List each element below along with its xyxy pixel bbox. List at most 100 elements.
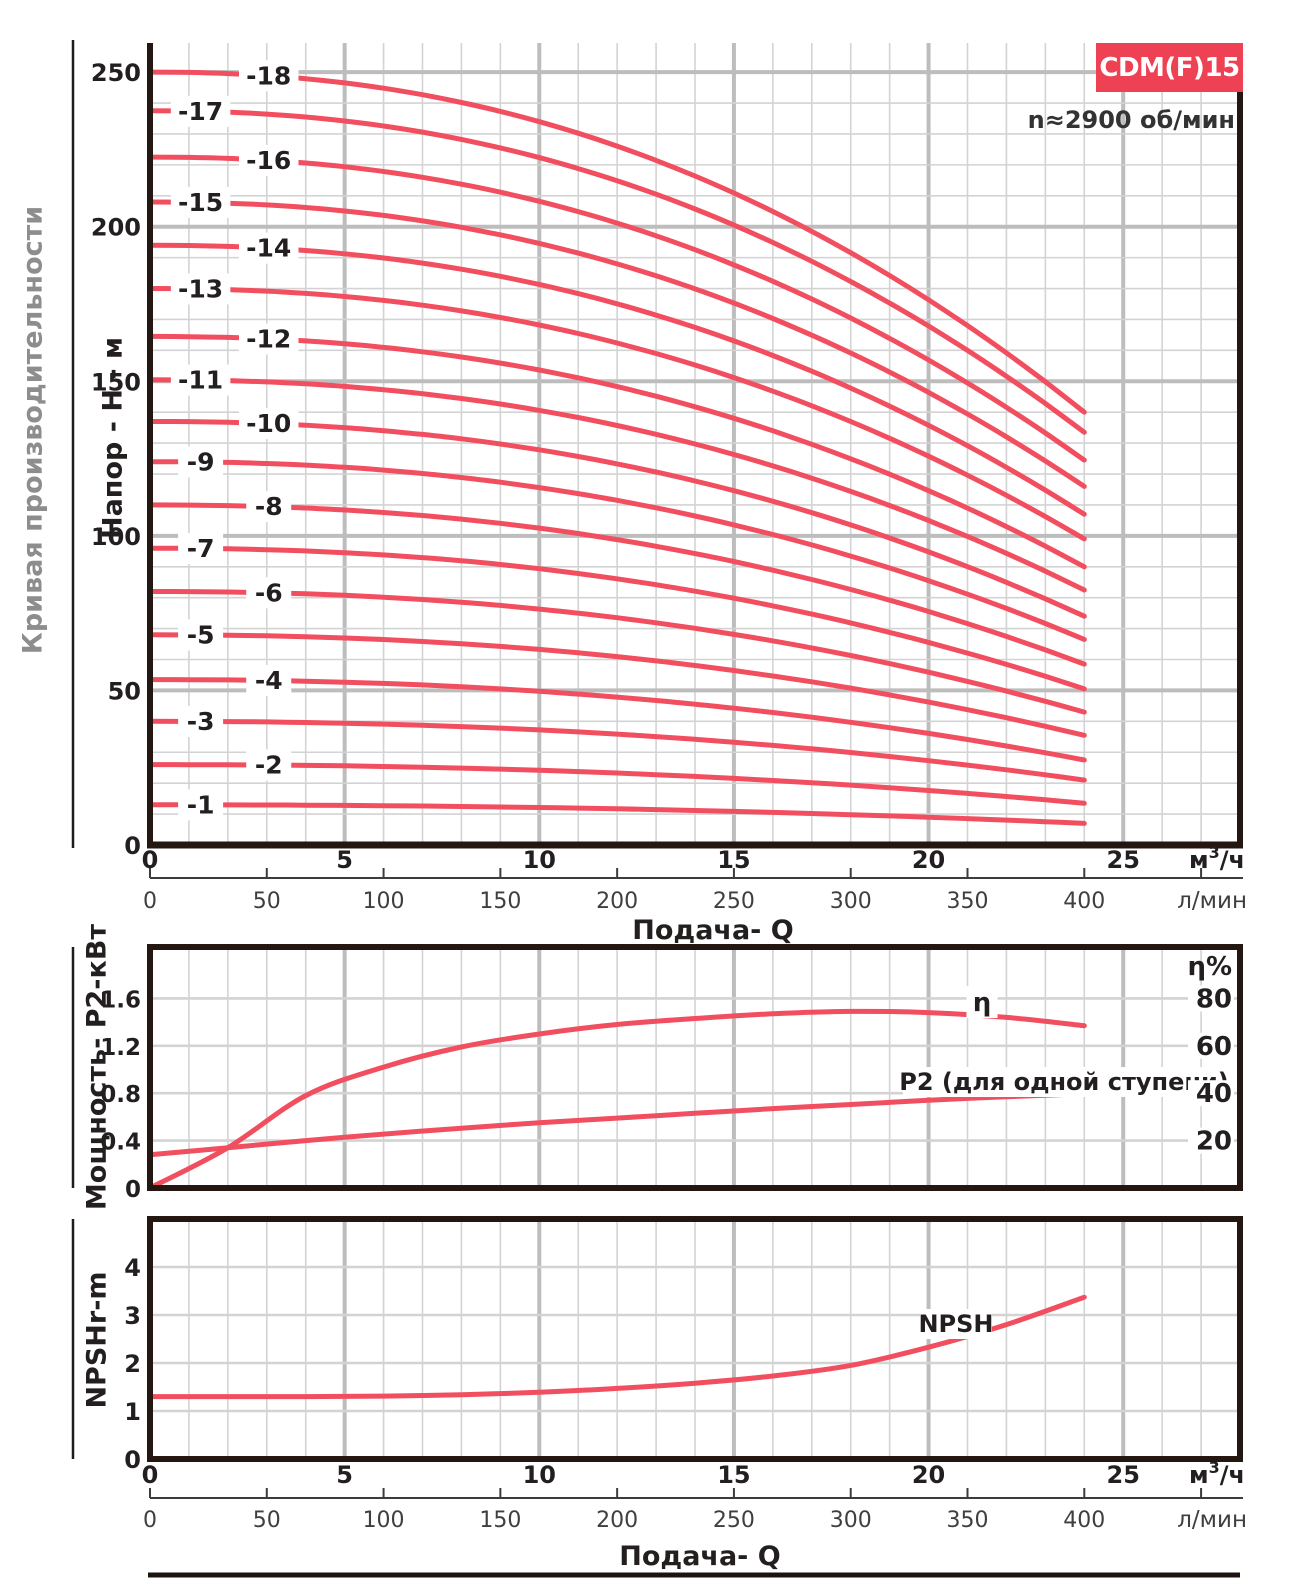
head-curve-label-6: -6 [255,578,283,607]
eta-curve-label-bg [966,986,998,1018]
m3h-tick-label: 15 [717,1461,750,1489]
npsh-y-tick: 0 [124,1446,141,1474]
eta-tick-bg [1188,985,1234,1012]
npsh-curve-label-bg [920,1309,992,1339]
head-curve-6 [147,589,1087,715]
power-axis-title: Мощность- P2-кВт [81,923,113,1211]
head-y-tick: 0 [124,832,141,860]
npsh-curve-label: NPSH [918,1310,993,1338]
head-curve-15 [147,199,1087,489]
speed-note: n≈2900 об/мин [1027,106,1235,134]
head-curve-1 [147,802,1087,826]
lmin-unit-label: л/мин [1177,888,1247,914]
head-curve-label-4-bg [246,664,292,696]
eta-axis: η% 20 40 60 80 [1187,952,1234,1157]
eta-curve [147,1008,1087,1191]
head-y-tick: 100 [91,523,141,551]
head-curve-label-10: -10 [246,409,291,438]
lmin-tick-label: 0 [143,1508,157,1533]
head-curve-label-6-bg [246,577,292,609]
flow-axis-title-top: Подача- Q [632,915,794,946]
head-curve-label-1: -1 [187,790,215,819]
head-curve-5 [147,632,1087,738]
head-curve-4 [147,677,1087,763]
lmin-tick-label: 300 [830,1508,872,1533]
x-axis-top: 0 5 10 15 20 25 м3/ч0 50 100 150 200 250 300 350 400 л/… [142,843,1247,914]
head-curve-label-7: -7 [187,534,215,563]
head-curve-14 [147,242,1087,517]
eta-tick-label: 20 [1196,1127,1232,1157]
lmin-unit-label: л/мин [1177,1507,1247,1533]
head-curve-7 [147,545,1087,692]
power-y-tick: 0 [125,1177,141,1203]
head-curve-16 [147,154,1087,463]
lmin-tick-label: 400 [1063,889,1105,914]
eta-tick-label: 80 [1196,984,1232,1014]
head-curve-13 [147,286,1087,542]
head-curve-label-15: -15 [178,188,223,217]
head-curve-2 [147,762,1087,806]
npsh-y-tick: 1 [124,1398,141,1426]
m3h-tick-label: 20 [912,1461,945,1489]
lmin-tick-label: 300 [830,889,872,914]
figure-side-title: Кривая производительности [17,205,49,655]
head-curve-label-9-bg [178,446,224,478]
plot-borders [147,43,1243,1462]
head-curve-label-1-bg [178,789,224,821]
lmin-tick-label: 100 [363,1508,405,1533]
npsh-y-tick: 2 [124,1350,141,1378]
lmin-tick-label: 50 [253,1508,281,1533]
m3h-tick-label: 20 [912,846,945,874]
head-y-tick: 250 [91,59,141,87]
head-curve-18 [147,69,1087,415]
head-curve-label-18: -18 [246,61,291,90]
m3h-tick-label: 0 [142,1461,159,1489]
head-curve-label-11-bg [170,364,231,396]
head-curve-label-16-bg [238,144,299,176]
m3h-unit-label: м3/ч [1189,843,1245,874]
m3h-tick-label: 10 [523,846,556,874]
npsh-y-tick: 3 [124,1302,141,1330]
head-curve-label-5: -5 [187,620,215,649]
head-curve-label-13-bg [170,273,231,305]
head-curve-label-12-bg [238,323,299,355]
head-curve-label-7-bg [178,532,224,564]
power-plot-border [147,944,1243,1191]
m3h-tick-label: 5 [336,846,353,874]
power-y-tick: 0.8 [100,1082,141,1108]
eta-axis-title: η% [1187,952,1232,982]
head-curve-label-17-bg [170,95,231,127]
power-y-tick: 1.2 [100,1035,141,1061]
head-curve-label-16: -16 [246,146,291,175]
lmin-tick-label: 100 [363,889,405,914]
npsh-chart-curve: NPSH [147,1294,1087,1400]
lmin-tick-label: 250 [713,889,755,914]
p2-curve-label: P2 (для одной ступени) [899,1068,1228,1096]
lmin-tick-label: 200 [596,889,638,914]
head-curve-label-18-bg [238,60,299,92]
lmin-tick-label: 350 [946,1508,988,1533]
head-curve-label-5-bg [178,619,224,651]
model-badge: CDM(F)15 [1096,43,1243,92]
head-curve-label-15-bg [170,186,231,218]
head-curve-17 [147,108,1087,435]
lmin-tick-label: 250 [713,1508,755,1533]
lmin-tick-label: 0 [143,889,157,914]
lmin-tick-label: 150 [479,889,521,914]
head-curve-label-10-bg [238,408,299,440]
npsh-y-tick: 4 [124,1254,141,1282]
m3h-tick-label: 0 [142,846,159,874]
p2-curve [147,1091,1087,1158]
head-curve-label-11: -11 [178,366,223,395]
head-curve-label-9: -9 [187,447,215,476]
m3h-tick-label: 25 [1107,1461,1140,1489]
head-curve-3 [147,718,1087,783]
power-chart-curves: η P2 (для одной ступени) [147,986,1229,1191]
head-curves [147,69,1087,826]
flow-axis-title-bottom: Подача- Q [619,1541,781,1572]
eta-tick-bg [1188,1032,1234,1059]
npsh-curve [147,1294,1087,1400]
m3h-tick-label: 5 [336,1461,353,1489]
